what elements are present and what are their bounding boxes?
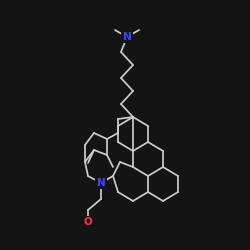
Text: N: N [96, 178, 106, 188]
Text: N: N [122, 32, 132, 42]
Text: O: O [84, 217, 92, 227]
